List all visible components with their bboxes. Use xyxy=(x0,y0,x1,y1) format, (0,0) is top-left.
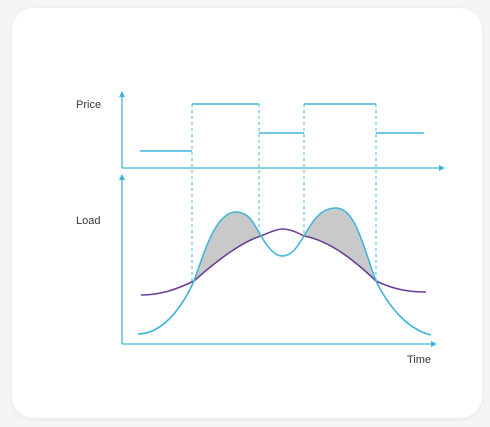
load-curve-peaky xyxy=(137,207,432,336)
dashed-guides xyxy=(191,104,377,281)
load-curve-smoothed xyxy=(140,228,427,296)
load-x-axis-arrow xyxy=(431,341,437,347)
price-axis-label: Price xyxy=(76,99,101,111)
price-axes xyxy=(121,95,440,169)
load-axis-label: Load xyxy=(76,215,100,227)
diagram-card xyxy=(12,8,482,418)
load-axes xyxy=(121,178,432,345)
price-steps xyxy=(140,103,424,152)
shaded-peak-left xyxy=(194,212,261,281)
shaded-peak-right xyxy=(304,208,376,281)
load-y-axis-arrow xyxy=(119,174,125,180)
price-y-axis-arrow xyxy=(119,91,125,97)
price-x-axis-arrow xyxy=(439,165,445,171)
time-axis-label: Time xyxy=(407,354,431,366)
